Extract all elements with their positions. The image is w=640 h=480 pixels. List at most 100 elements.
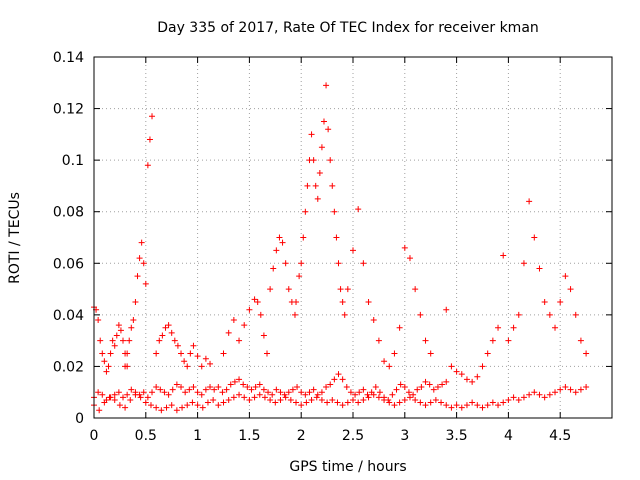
data-point	[120, 394, 127, 401]
data-point	[158, 407, 165, 414]
data-point	[156, 337, 163, 344]
data-point	[157, 386, 164, 393]
data-point	[397, 381, 404, 388]
data-point	[153, 404, 160, 411]
data-point	[127, 396, 134, 403]
data-point	[277, 389, 284, 396]
data-point	[273, 247, 280, 254]
data-point	[386, 363, 393, 370]
data-point	[165, 391, 172, 398]
data-point	[438, 399, 445, 406]
data-point	[308, 131, 315, 138]
data-point	[418, 384, 425, 391]
data-point	[463, 376, 470, 383]
data-point	[111, 342, 118, 349]
x-tick-label: 0	[90, 428, 99, 444]
data-point	[329, 396, 336, 403]
data-point	[331, 208, 338, 215]
data-point	[526, 198, 533, 205]
data-point	[489, 399, 496, 406]
data-point	[115, 322, 122, 329]
data-point	[199, 404, 206, 411]
data-point	[132, 389, 139, 396]
data-point	[251, 296, 258, 303]
data-point	[178, 384, 185, 391]
data-point	[343, 384, 350, 391]
data-point	[355, 206, 362, 213]
data-point	[412, 286, 419, 293]
data-point	[324, 399, 331, 406]
data-point	[236, 376, 243, 383]
data-point	[370, 317, 377, 324]
data-point	[443, 402, 450, 409]
data-point	[515, 396, 522, 403]
y-tick-label: 0.06	[53, 256, 84, 272]
data-point	[279, 239, 286, 246]
data-point	[310, 157, 317, 164]
data-point	[207, 360, 214, 367]
data-point	[495, 402, 502, 409]
data-point	[557, 386, 564, 393]
data-point	[541, 298, 548, 305]
data-point	[136, 391, 143, 398]
x-tick-labels: 0 0.5 1 1.5 2 2.5 3 3.5 4 4.5	[90, 428, 572, 444]
data-point	[365, 394, 372, 401]
data-point	[417, 399, 424, 406]
data-point	[178, 350, 185, 357]
data-point	[406, 394, 413, 401]
data-point	[331, 376, 338, 383]
data-point	[184, 363, 191, 370]
data-point	[306, 389, 313, 396]
data-point	[252, 384, 259, 391]
data-point	[124, 350, 131, 357]
data-point	[401, 244, 408, 251]
data-point	[323, 82, 330, 89]
data-point	[236, 337, 243, 344]
data-point	[109, 337, 116, 344]
data-point	[347, 389, 354, 396]
data-point	[173, 407, 180, 414]
data-point	[426, 381, 433, 388]
data-point	[115, 389, 122, 396]
data-point	[453, 368, 460, 375]
data-point	[531, 234, 538, 241]
data-point	[149, 389, 156, 396]
data-point	[293, 298, 300, 305]
data-point	[510, 324, 517, 331]
data-point	[202, 355, 209, 362]
data-point	[541, 394, 548, 401]
data-point	[453, 402, 460, 409]
data-point	[99, 391, 106, 398]
data-point	[136, 255, 143, 262]
data-point	[381, 358, 388, 365]
data-point	[122, 363, 129, 370]
data-point	[422, 378, 429, 385]
data-point	[267, 286, 274, 293]
data-point	[304, 182, 311, 189]
data-point	[153, 384, 160, 391]
data-point	[272, 399, 279, 406]
data-point	[276, 234, 283, 241]
data-point	[323, 384, 330, 391]
x-tick-label: 1.5	[238, 428, 260, 444]
data-point	[427, 399, 434, 406]
data-point	[372, 384, 379, 391]
data-point	[282, 260, 289, 267]
data-point	[269, 391, 276, 398]
data-point	[300, 234, 307, 241]
data-point	[256, 391, 263, 398]
data-point	[246, 396, 253, 403]
data-point	[173, 381, 180, 388]
data-point	[344, 286, 351, 293]
data-point	[391, 402, 398, 409]
data-point	[287, 396, 294, 403]
data-point	[385, 396, 392, 403]
data-point	[198, 363, 205, 370]
data-point	[194, 402, 201, 409]
data-point	[546, 391, 553, 398]
data-point	[313, 394, 320, 401]
data-point	[505, 337, 512, 344]
data-point	[339, 402, 346, 409]
data-point	[251, 394, 258, 401]
